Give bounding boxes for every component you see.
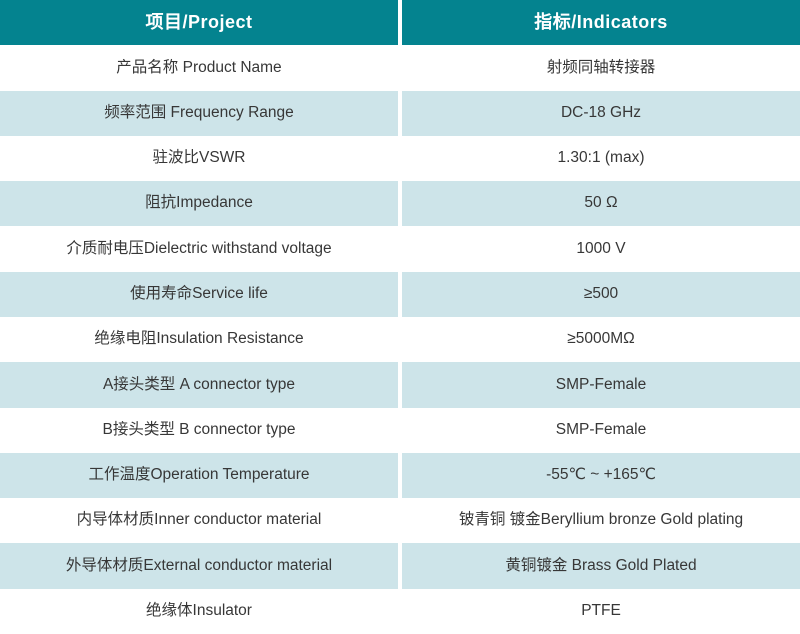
table-row: 产品名称 Product Name 射频同轴转接器 (0, 45, 800, 91)
indicator-cell: PTFE (402, 588, 800, 634)
indicator-cell: DC-18 GHz (402, 90, 800, 136)
table-row: 驻波比VSWR 1.30:1 (max) (0, 135, 800, 182)
table-row: 外导体材质External conductor material 黄铜镀金 Br… (0, 543, 800, 589)
indicator-cell: 铍青铜 镀金Beryllium bronze Gold plating (402, 498, 800, 544)
project-cell: 介质耐电压Dielectric withstand voltage (0, 226, 398, 272)
table-row: 频率范围 Frequency Range DC-18 GHz (0, 90, 800, 136)
project-cell: 使用寿命Service life (0, 271, 398, 317)
indicator-cell: ≥500 (402, 271, 800, 317)
table-row: 工作温度Operation Temperature -55℃ ~ +165℃ (0, 452, 800, 499)
table-row: 阻抗Impedance 50 Ω (0, 181, 800, 227)
project-cell: 阻抗Impedance (0, 181, 398, 227)
header-cell-project: 项目/Project (0, 0, 398, 46)
table-row: 绝缘电阻Insulation Resistance ≥5000MΩ (0, 316, 800, 363)
table-header-row: 项目/Project 指标/Indicators (0, 0, 800, 46)
indicator-cell: SMP-Female (402, 407, 800, 453)
table-row: 介质耐电压Dielectric withstand voltage 1000 V (0, 226, 800, 272)
table-row: 使用寿命Service life ≥500 (0, 271, 800, 317)
indicator-cell: -55℃ ~ +165℃ (402, 452, 800, 499)
project-cell: 内导体材质Inner conductor material (0, 498, 398, 544)
project-cell: 产品名称 Product Name (0, 45, 398, 91)
table-row: 内导体材质Inner conductor material 铍青铜 镀金Bery… (0, 498, 800, 544)
project-cell: B接头类型 B connector type (0, 407, 398, 453)
indicator-cell: 50 Ω (402, 181, 800, 227)
table-row: A接头类型 A connector type SMP-Female (0, 362, 800, 408)
project-cell: 绝缘电阻Insulation Resistance (0, 316, 398, 363)
indicator-cell: 1000 V (402, 226, 800, 272)
indicator-cell: SMP-Female (402, 362, 800, 408)
project-cell: 绝缘体Insulator (0, 588, 398, 634)
table-row: B接头类型 B connector type SMP-Female (0, 407, 800, 453)
indicator-cell: 1.30:1 (max) (402, 135, 800, 182)
header-cell-indicators: 指标/Indicators (402, 0, 800, 46)
project-cell: 工作温度Operation Temperature (0, 452, 398, 499)
indicator-cell: ≥5000MΩ (402, 316, 800, 363)
project-cell: A接头类型 A connector type (0, 362, 398, 408)
project-cell: 频率范围 Frequency Range (0, 90, 398, 136)
project-cell: 驻波比VSWR (0, 135, 398, 182)
table-row: 绝缘体Insulator PTFE (0, 588, 800, 634)
indicator-cell: 黄铜镀金 Brass Gold Plated (402, 543, 800, 589)
indicator-cell: 射频同轴转接器 (402, 45, 800, 91)
project-cell: 外导体材质External conductor material (0, 543, 398, 589)
